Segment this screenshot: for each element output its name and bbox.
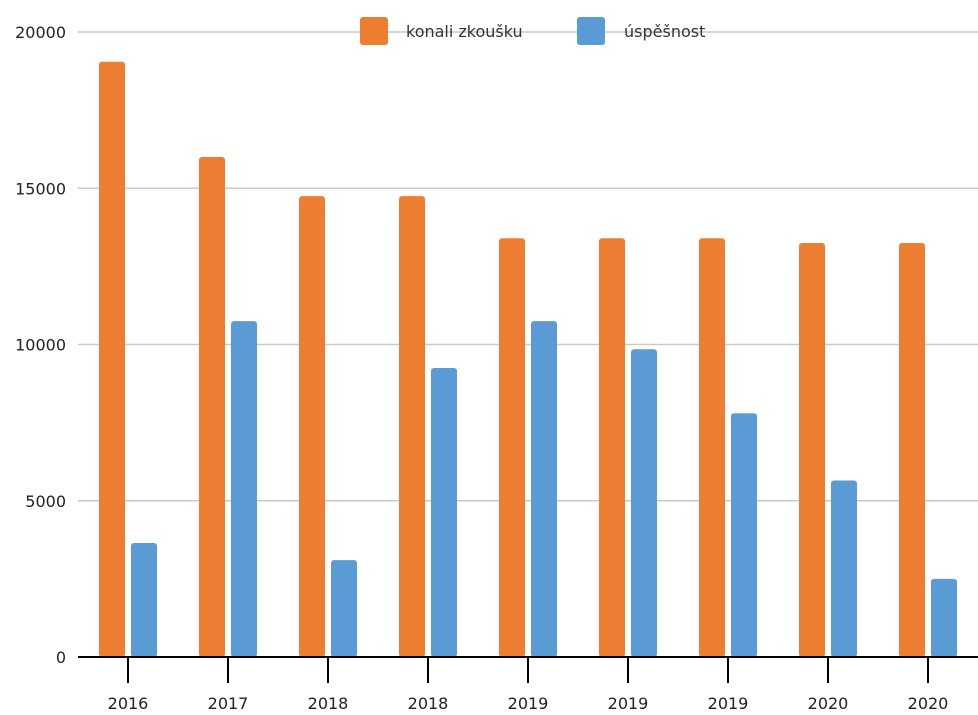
x-tick-label: 2020 <box>808 694 849 713</box>
bar-series-0-6 <box>699 238 725 657</box>
x-tick-label: 2018 <box>308 694 349 713</box>
bar-series-1-0 <box>131 542 157 657</box>
x-tick-label: 2016 <box>108 694 149 713</box>
x-tick-label: 2019 <box>508 694 549 713</box>
bar-series-1-6 <box>731 413 757 657</box>
y-tick-label: 5000 <box>25 492 66 511</box>
bar-series-1-4 <box>531 321 557 657</box>
legend-swatch-konali-zkousku <box>360 17 388 45</box>
bar-series-1-5 <box>631 349 657 657</box>
legend-label-konali-zkousku: konali zkoušku <box>406 22 523 41</box>
legend: konali zkoušku úspěšnost <box>360 17 705 45</box>
bar-series-0-2 <box>299 196 325 657</box>
x-axis: 2016 2017 2018 2018 2019 2019 2019 2020 2020 <box>78 656 978 713</box>
bar-series-0-7 <box>799 242 825 657</box>
bars <box>99 61 957 657</box>
x-tick-label: 2019 <box>708 694 749 713</box>
bar-series-1-2 <box>331 560 357 657</box>
bar-series-0-5 <box>599 238 625 657</box>
bar-series-1-3 <box>431 367 457 657</box>
bar-series-1-7 <box>831 480 857 657</box>
x-tick-label: 2019 <box>608 694 649 713</box>
bar-series-0-8 <box>899 242 925 657</box>
x-tick-label: 2017 <box>208 694 249 713</box>
x-tick-label: 2018 <box>408 694 449 713</box>
legend-swatch-uspesnost <box>577 17 605 45</box>
bar-series-0-1 <box>199 157 225 657</box>
bar-series-0-4 <box>499 238 525 657</box>
y-axis-tick-labels: 0 5000 10000 15000 20000 <box>15 23 66 667</box>
x-tick-label: 2020 <box>908 694 949 713</box>
bar-series-0-0 <box>99 61 125 657</box>
bar-series-1-8 <box>931 578 957 657</box>
y-tick-label: 20000 <box>15 23 66 42</box>
gridlines <box>78 31 978 502</box>
y-tick-label: 0 <box>56 648 66 667</box>
bar-series-0-3 <box>399 196 425 657</box>
bar-series-1-1 <box>231 321 257 657</box>
y-tick-label: 15000 <box>15 179 66 198</box>
y-tick-label: 10000 <box>15 336 66 355</box>
legend-label-uspesnost: úspěšnost <box>624 22 705 41</box>
